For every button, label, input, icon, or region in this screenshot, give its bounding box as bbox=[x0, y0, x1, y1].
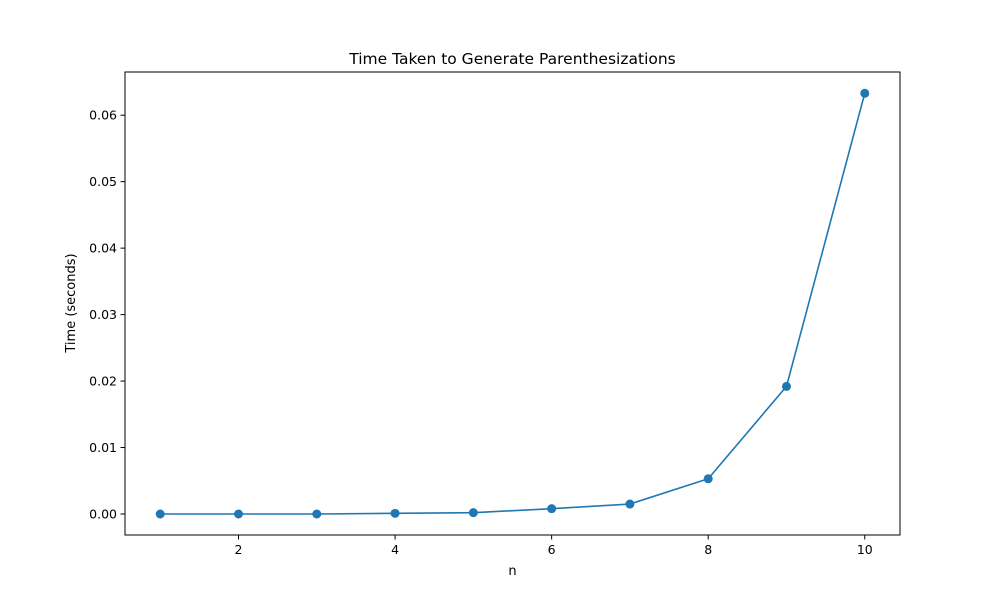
x-axis-label: n bbox=[508, 564, 516, 579]
y-tick-label: 0.01 bbox=[89, 440, 117, 455]
x-axis: 2 4 6 8 10 bbox=[235, 535, 873, 557]
x-tick-label: 4 bbox=[391, 542, 399, 557]
y-tick-label: 0.04 bbox=[89, 241, 117, 256]
y-tick-label: 0.06 bbox=[89, 108, 117, 123]
y-tick-label: 0.00 bbox=[89, 506, 117, 521]
data-point bbox=[155, 509, 165, 519]
plot-frame bbox=[124, 71, 901, 536]
data-point bbox=[234, 509, 244, 519]
x-tick-label: 10 bbox=[857, 542, 873, 557]
data-point bbox=[625, 499, 635, 509]
data-point bbox=[781, 381, 791, 391]
x-tick-label: 6 bbox=[548, 542, 556, 557]
x-tick-label: 8 bbox=[704, 542, 712, 557]
data-point bbox=[703, 474, 713, 484]
series-line bbox=[160, 93, 866, 515]
data-point bbox=[390, 508, 400, 518]
data-point bbox=[860, 88, 870, 98]
y-axis: 0.00 0.01 0.02 0.03 0.04 0.05 0.06 bbox=[89, 108, 125, 521]
x-tick-label: 2 bbox=[235, 542, 243, 557]
y-axis-label: Time (seconds) bbox=[64, 253, 79, 353]
data-point bbox=[468, 508, 478, 518]
data-point bbox=[547, 504, 557, 514]
series-layer bbox=[155, 88, 870, 519]
plot-area bbox=[124, 71, 901, 536]
y-tick-label: 0.05 bbox=[89, 174, 117, 189]
y-tick-label: 0.02 bbox=[89, 374, 117, 389]
chart-title: Time Taken to Generate Parenthesizations bbox=[348, 50, 676, 68]
y-tick-label: 0.03 bbox=[89, 307, 117, 322]
data-point bbox=[312, 509, 322, 519]
